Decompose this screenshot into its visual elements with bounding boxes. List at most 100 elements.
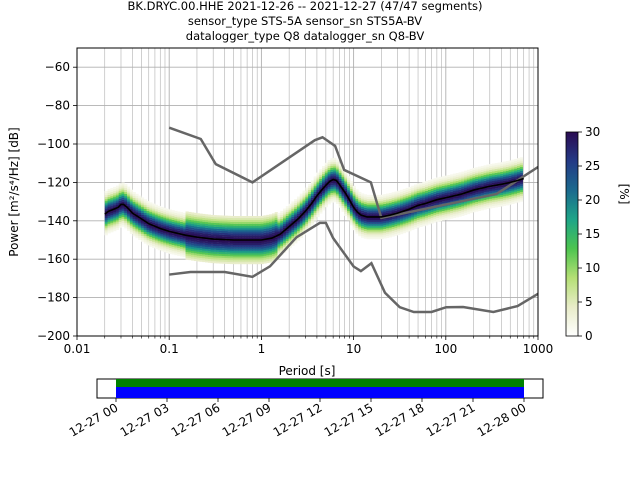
psd-cell: [333, 173, 337, 176]
psd-cell: [316, 199, 320, 202]
psd-cell: [388, 223, 393, 226]
psd-cell: [480, 183, 484, 186]
psd-cell: [500, 198, 504, 201]
psd-cell: [430, 213, 434, 216]
psd-cell: [185, 224, 189, 228]
psd-cell: [489, 189, 493, 192]
psd-cell: [308, 191, 312, 194]
psd-cell: [441, 187, 445, 190]
psd-cell: [207, 214, 211, 217]
psd-cell: [308, 184, 312, 187]
psd-cell: [174, 249, 178, 252]
psd-cell: [402, 229, 406, 232]
psd-cell: [266, 249, 270, 252]
psd-cell: [174, 230, 178, 233]
psd-cell: [182, 235, 186, 238]
psd-cell: [383, 201, 387, 204]
psd-cell: [461, 213, 465, 216]
psd-cell: [238, 233, 242, 236]
psd-cell: [469, 211, 473, 214]
psd-cell: [127, 211, 131, 214]
psd-cell: [168, 251, 173, 254]
psd-cell: [177, 228, 181, 231]
psd-cell: [433, 210, 437, 214]
psd-cell: [296, 233, 301, 236]
psd-cell: [425, 211, 429, 214]
psd-cell: [179, 225, 184, 228]
psd-cell: [255, 258, 259, 261]
psd-cell: [388, 198, 393, 201]
psd-cell: [466, 202, 471, 205]
psd-cell: [503, 199, 507, 203]
psd-cell: [143, 208, 147, 211]
psd-cell: [138, 214, 142, 217]
psd-cell: [174, 243, 178, 246]
psd-cell: [191, 233, 195, 236]
psd-cell: [416, 192, 420, 196]
psd-cell: [402, 213, 406, 216]
psd-cell: [405, 224, 409, 227]
psd-cell: [380, 196, 384, 199]
psd-cell: [160, 214, 164, 217]
psd-cell: [447, 176, 451, 180]
psd-cell: [386, 226, 390, 229]
psd-cell: [450, 212, 454, 215]
psd-cell: [352, 189, 356, 192]
psd-cell: [285, 242, 289, 245]
psd-cell: [358, 216, 362, 219]
psd-cell: [171, 212, 175, 215]
psd-cell: [489, 187, 493, 190]
timeline-tick-label: 12-27 12: [271, 400, 325, 439]
psd-cell: [299, 203, 303, 206]
psd-cell: [338, 172, 342, 176]
psd-cell: [386, 199, 390, 202]
psd-cell: [280, 216, 284, 219]
psd-cell: [319, 199, 323, 203]
psd-cell: [249, 219, 253, 222]
psd-cell: [249, 246, 253, 249]
psd-cell: [213, 253, 217, 256]
psd-cell: [285, 221, 289, 224]
psd-cell: [154, 222, 159, 225]
psd-cell: [166, 218, 170, 221]
psd-cell: [491, 180, 496, 183]
psd-cell: [408, 206, 412, 209]
psd-cell: [188, 248, 192, 251]
psd-cell: [511, 165, 515, 168]
psd-cell: [447, 184, 451, 187]
psd-cell: [469, 184, 473, 187]
psd-cell: [221, 230, 225, 233]
psd-cell: [363, 213, 367, 216]
psd-cell: [213, 247, 217, 250]
psd-cell: [129, 222, 134, 225]
psd-cell: [444, 215, 448, 219]
psd-cell: [255, 227, 259, 230]
psd-cell: [118, 194, 122, 197]
psd-cell: [210, 226, 214, 229]
psd-cell: [313, 191, 317, 194]
psd-cell: [221, 221, 225, 224]
psd-cell: [260, 254, 264, 257]
psd-cell: [216, 251, 220, 254]
psd-cell: [149, 233, 153, 236]
psd-cell: [299, 220, 303, 223]
psd-cell: [349, 211, 354, 214]
psd-cell: [124, 212, 128, 215]
psd-cell: [519, 193, 523, 196]
psd-cell: [266, 214, 270, 217]
psd-cell: [383, 213, 387, 216]
psd-cell: [188, 257, 192, 261]
psd-cell: [503, 180, 507, 183]
psd-cell: [135, 216, 139, 219]
psd-cell: [283, 214, 287, 217]
psd-cell: [422, 181, 426, 184]
psd-cell: [163, 225, 167, 228]
psd-cell: [461, 181, 465, 184]
psd-cell: [283, 237, 287, 240]
psd-cell: [274, 219, 278, 222]
psd-cell: [140, 216, 145, 219]
psd-cell: [397, 232, 401, 236]
psd-cell: [107, 208, 111, 211]
psd-cell: [160, 247, 164, 250]
psd-cell: [464, 180, 468, 183]
